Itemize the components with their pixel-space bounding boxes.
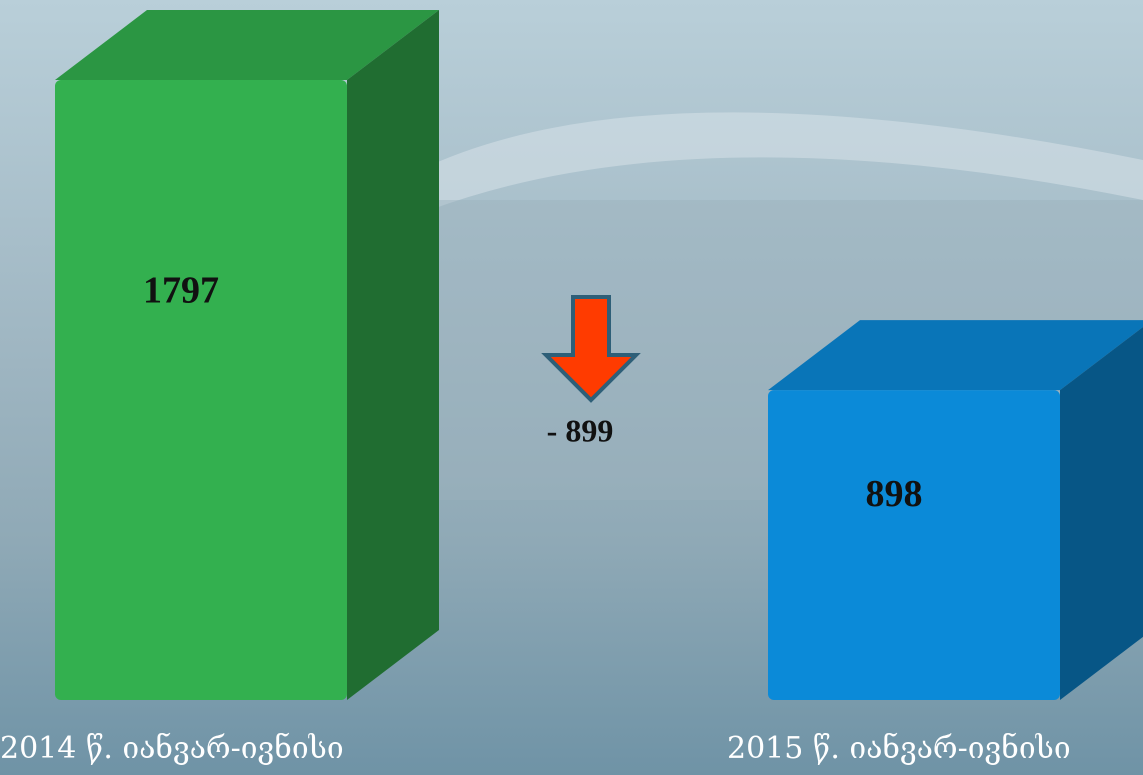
annotation: - 899: [547, 412, 614, 448]
arrow: [541, 295, 641, 403]
bar-side: [1060, 327, 1143, 700]
bar-front: [55, 80, 347, 700]
x-tick-label: 2014 წ. იანვარ-ივნისი: [0, 731, 344, 766]
data-label: 898: [866, 473, 923, 515]
bar-top: [768, 320, 1143, 391]
x-tick-label: 2015 წ. იანვარ-ივნისი: [727, 731, 1071, 766]
bar: [768, 320, 1143, 700]
background-building: [420, 112, 1143, 210]
bar-front: [768, 390, 1060, 700]
bar-top: [55, 10, 439, 80]
bar: [55, 10, 439, 700]
data-label: 1797: [143, 270, 219, 312]
bar-side: [347, 10, 439, 700]
